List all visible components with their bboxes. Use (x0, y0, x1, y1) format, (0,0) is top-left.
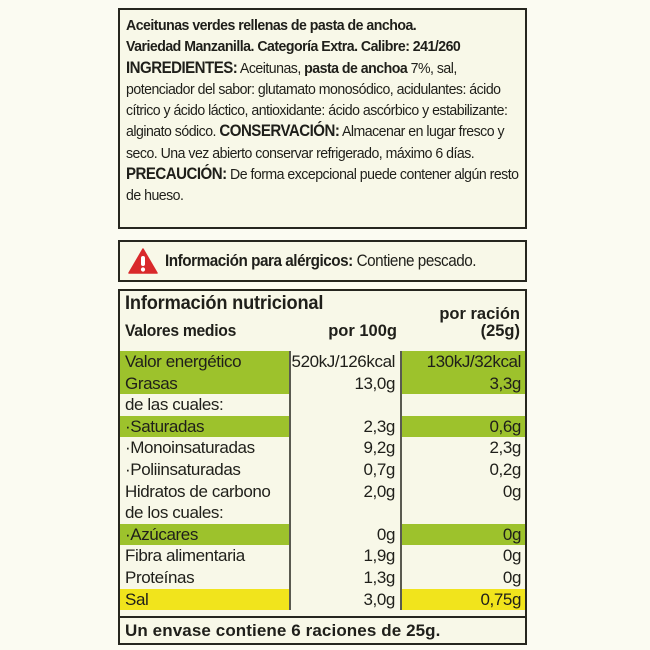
nutrient-label: Sal (120, 588, 289, 611)
table-row: ·Monoinsaturadas 9,2g 2,3g (120, 437, 525, 459)
value-per-100g: 2,0g (289, 480, 402, 503)
column-header-per-ration: por ración (25g) (439, 306, 520, 340)
value-per-100g: 9,2g (289, 437, 402, 459)
nutrition-subtitle: Valores medios (125, 322, 237, 340)
allergy-value: Contiene pescado. (352, 251, 477, 270)
conservation-label: CONSERVACIÓN: (219, 122, 340, 141)
table-row: Proteínas 1,3g 0g (120, 566, 525, 589)
ingredients-label: INGREDIENTES: (126, 58, 238, 77)
nutrient-label: de los cuales: (125, 503, 224, 523)
value-per-ration (402, 502, 525, 524)
allergy-info-box: Información para alérgicos: Contiene pes… (118, 240, 527, 282)
value-per-ration (402, 394, 525, 416)
conservation-text: Almacenar en lugar fresco y seco. Una ve… (126, 123, 505, 162)
table-row: Grasas 13,0g 3,3g (120, 372, 525, 395)
allergy-row: Información para alérgicos: Contiene pes… (128, 248, 503, 274)
nutrition-table-box: Información nutricional Valores medios p… (118, 289, 527, 645)
table-row: Hidratos de carbono 2,0g 0g (120, 480, 525, 503)
table-row: Sal 3,0g 0,75g (120, 588, 525, 611)
column-header-ration-line-1: por ración (439, 305, 520, 323)
value-per-100g: 3,0g (289, 588, 402, 611)
nutrient-label: Fibra alimentaria (125, 546, 245, 566)
value-per-ration: 2,3g (489, 438, 522, 458)
allergen-ingredient: pasta de anchoa (304, 59, 408, 77)
value-per-ration: 0g (402, 523, 525, 546)
nutrient-label: ·Poliinsaturadas (125, 459, 241, 479)
nutrient-label: Proteínas (125, 567, 195, 587)
value-per-ration: 0,6g (402, 415, 525, 438)
nutrient-label: Grasas (120, 372, 289, 395)
table-row: ·Saturadas 2,3g 0,6g (120, 415, 525, 438)
nutrient-label: ·Saturadas (120, 415, 289, 438)
value-per-100g: 1,3g (289, 566, 402, 589)
nutrition-title: Información nutricional (125, 293, 324, 314)
table-row: Fibra alimentaria 1,9g 0g (120, 545, 525, 567)
table-row: de los cuales: (120, 502, 525, 524)
product-description-text: Aceitunas verdes rellenas de pasta de an… (126, 15, 522, 207)
value-per-ration: 0,2g (489, 459, 522, 479)
table-row: Valor energético 520kJ/126kcal 130kJ/32kca… (120, 351, 525, 373)
warning-triangle-icon (128, 248, 158, 274)
value-per-100g: 1,9g (289, 545, 402, 567)
value-per-100g (289, 502, 402, 524)
nutrient-label: de las cuales: (125, 395, 224, 415)
value-per-100g: 2,3g (289, 415, 402, 438)
value-per-100g: 520kJ/126kcal (289, 351, 402, 373)
precaution-label: PRECAUCIÓN: (126, 165, 227, 184)
product-title-line-1: Aceitunas verdes rellenas de pasta de an… (126, 17, 417, 34)
table-row: ·Azúcares 0g 0g (120, 523, 525, 546)
precaution-text: De forma excepcional puede contener algú… (126, 166, 519, 205)
ingredients-text: Aceitunas, (237, 59, 305, 77)
value-per-100g: 0g (289, 523, 402, 546)
allergy-label: Información para alérgicos: (165, 251, 353, 270)
table-row: de las cuales: (120, 394, 525, 416)
product-title-line-2: Variedad Manzanilla. Categoría Extra. Ca… (126, 38, 461, 56)
column-header-ration-line-2: (25g) (480, 322, 520, 340)
value-per-ration: 0g (502, 567, 522, 587)
product-description-box: Aceitunas verdes rellenas de pasta de an… (118, 8, 527, 229)
value-per-ration: 130kJ/32kcal (402, 351, 525, 373)
nutrition-rows: Valor energético 520kJ/126kcal 130kJ/32kca… (120, 351, 525, 611)
value-per-100g (289, 394, 402, 416)
value-per-100g: 13,0g (289, 372, 402, 395)
value-per-ration: 0,75g (402, 588, 525, 611)
ingredients-text-continued: 7%, sal, potenciador del sabor: glutamat… (126, 59, 508, 141)
nutrient-label: Valor energético (120, 351, 289, 373)
column-header-per-100g: por 100g (328, 322, 397, 340)
allergy-text: Información para alérgicos: Contiene pes… (165, 251, 477, 271)
value-per-100g: 0,7g (289, 458, 402, 481)
value-per-ration: 3,3g (402, 372, 525, 395)
table-row: ·Poliinsaturadas 0,7g 0,2g (120, 458, 525, 481)
nutrient-label: ·Monoinsaturadas (125, 438, 255, 458)
servings-footer: Un envase contiene 6 raciones de 25g. (120, 616, 525, 643)
nutrient-label: ·Azúcares (120, 523, 289, 546)
nutrient-label: Hidratos de carbono (125, 481, 271, 501)
value-per-ration: 0g (502, 546, 522, 566)
value-per-ration: 0g (502, 481, 522, 501)
